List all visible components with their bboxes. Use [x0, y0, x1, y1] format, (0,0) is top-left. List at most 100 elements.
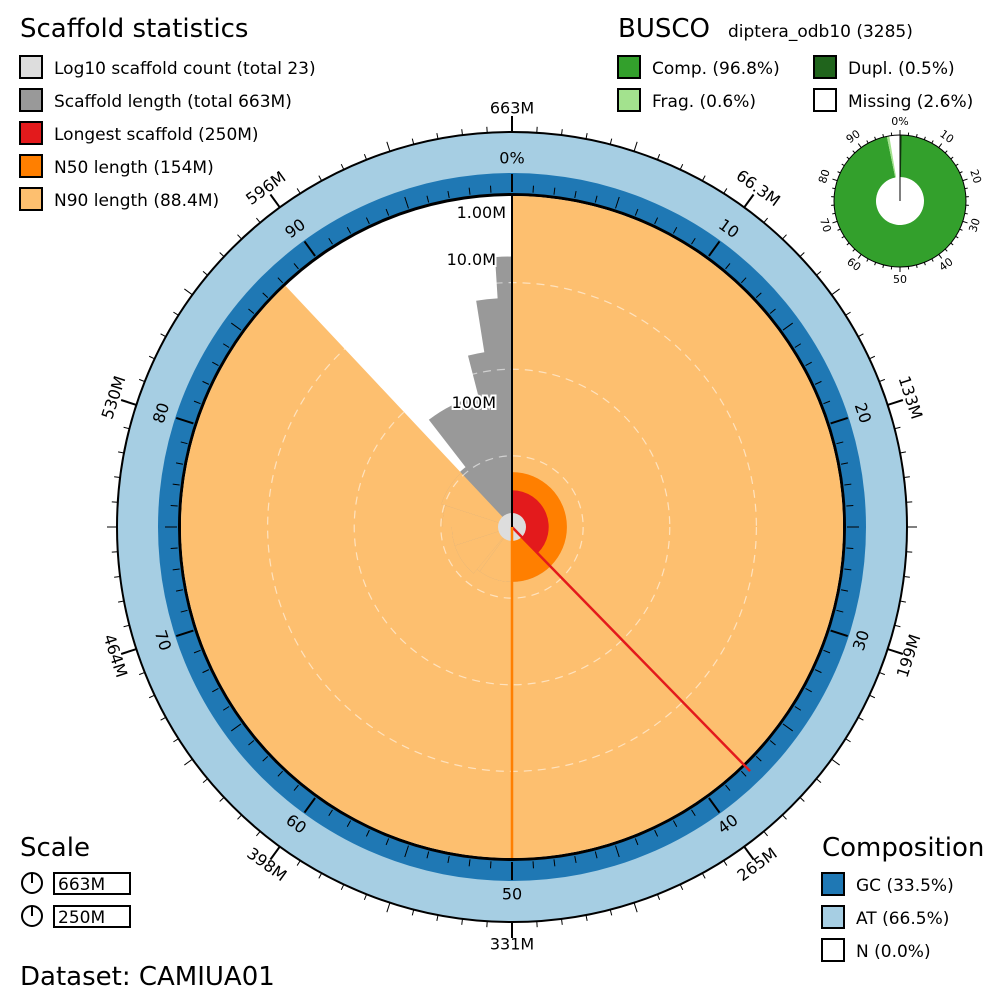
length-tick: [799, 252, 805, 257]
scaffold-stats-legend-swatch: [19, 121, 43, 145]
busco-legend-swatch: [617, 88, 641, 112]
length-tick: [148, 355, 155, 360]
busco-tick: [841, 235, 845, 239]
busco-tick: [857, 254, 862, 259]
length-tick: [386, 141, 391, 152]
length-tick: [436, 133, 439, 140]
length-tick: [219, 252, 225, 257]
percent-tick: [293, 784, 299, 791]
length-tick: [887, 399, 904, 406]
percent-tick: [782, 723, 794, 732]
scaffold-stats-legend-item: N50 length (154M): [19, 154, 214, 178]
busco-tick: [944, 248, 948, 252]
length-tick: [857, 333, 864, 338]
scale-label: 663M: [58, 875, 105, 895]
scaffold-stats-legend-label: Scaffold length (total 663M): [54, 92, 292, 112]
length-tick: [743, 193, 755, 209]
length-tick: [318, 175, 323, 182]
length-tick: [845, 311, 851, 316]
length-tick: [120, 399, 137, 406]
length-tick: [903, 576, 910, 578]
length-tick: [237, 814, 242, 820]
length-tick: [202, 271, 208, 276]
length-tick: [561, 129, 563, 136]
percent-tick: [346, 227, 352, 234]
length-tick: [585, 914, 588, 921]
length-tick: [114, 576, 121, 578]
percent-tick: [212, 687, 219, 693]
busco-legend-label: Dupl. (0.5%): [848, 59, 955, 79]
busco-legend: Comp. (96.8%) Dupl. (0.5%) Frag. (0.6%) Mis…: [617, 55, 973, 112]
percent-tick: [468, 859, 471, 867]
composition-legend-label: N (0.0%): [856, 942, 931, 962]
length-tick: [782, 814, 787, 820]
percent-tick: [202, 669, 210, 674]
busco-tick: [832, 178, 838, 182]
busco-title: BUSCO: [618, 14, 710, 44]
length-tick: [679, 884, 684, 891]
busco-tick: [846, 242, 850, 246]
length-tick: [340, 884, 345, 891]
busco-legend-label: Frag. (0.6%): [652, 92, 756, 112]
busco-legend-item: Dupl. (0.5%): [813, 55, 955, 79]
length-tick: [256, 217, 261, 223]
length-tick: [184, 758, 193, 766]
scale-label: 250M: [58, 908, 105, 928]
percent-tick: [615, 845, 620, 858]
length-tick: [869, 694, 876, 699]
percent-tick: [634, 208, 639, 216]
percent-tick: [594, 195, 598, 203]
percent-tick: [180, 609, 188, 613]
composition-legend-label: AT (66.5%): [856, 909, 949, 929]
busco-tick: [955, 235, 959, 239]
length-tick: [831, 758, 840, 766]
busco-tick: [832, 187, 836, 190]
percent-tick: [708, 240, 721, 257]
percent-tick: [769, 308, 776, 314]
busco-tick-label: 50: [893, 273, 907, 286]
length-tick: [899, 600, 906, 603]
n90-overlay: [476, 527, 512, 572]
busco-legend-swatch: [813, 55, 837, 79]
length-tick: [799, 797, 805, 802]
busco-tick: [857, 143, 862, 148]
length-tick: [269, 193, 281, 209]
busco-tick-label: 10: [937, 127, 956, 146]
busco-tick: [964, 187, 968, 190]
longest-scaffold-line: [511, 526, 751, 773]
busco-legend-item: Comp. (96.8%): [617, 55, 780, 79]
length-tick: [894, 426, 901, 430]
length-tick: [160, 333, 167, 338]
length-tick: [123, 624, 130, 628]
busco-tick: [964, 212, 968, 215]
length-tick: [723, 188, 728, 194]
percent-tick: [262, 755, 269, 762]
length-tick-label: 530M: [98, 373, 130, 421]
percent-tick: [823, 649, 831, 654]
composition-legend-swatch: [821, 905, 845, 929]
percent-tick: [594, 851, 598, 859]
busco-tick: [959, 228, 963, 231]
percent-tick: [844, 568, 852, 571]
n90-overlay: [479, 527, 512, 582]
busco-tick-label: 60: [844, 255, 863, 274]
composition-legend: GC (33.5%) AT (66.5%) N (0.0%): [821, 872, 954, 962]
length-tick: [701, 175, 706, 182]
busco-tick-label: 70: [817, 217, 834, 234]
dataset-label: Dataset: CAMIUA01: [20, 962, 275, 992]
percent-tick: [814, 380, 822, 385]
percent-tick: [447, 855, 450, 864]
scaffold-stats-legend-label: N90 length (88.4M): [54, 191, 219, 211]
scale-box: [53, 905, 131, 928]
length-tick: [411, 909, 415, 916]
percent-tick: [794, 343, 802, 348]
busco-legend-item: Frag. (0.6%): [617, 88, 756, 112]
n90-overlay: [451, 527, 512, 546]
busco-tick: [962, 178, 968, 182]
scaffold-stats-legend-item: Scaffold length (total 663M): [19, 88, 292, 112]
percent-tick: [180, 441, 188, 445]
scaffold-stats-legend-swatch: [19, 154, 43, 178]
busco-tick: [852, 248, 856, 252]
length-tick: [363, 894, 368, 901]
length-tick: [561, 918, 563, 925]
